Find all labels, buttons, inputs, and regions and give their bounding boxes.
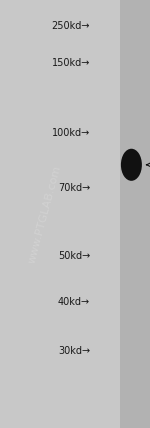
Text: 40kd→: 40kd→ [58,297,90,307]
Text: www.PTGLAB.com: www.PTGLAB.com [27,164,63,264]
Text: 70kd→: 70kd→ [58,183,90,193]
Text: 150kd→: 150kd→ [52,58,90,68]
Text: 50kd→: 50kd→ [58,251,90,261]
Ellipse shape [121,149,142,181]
Text: 30kd→: 30kd→ [58,346,90,356]
Text: 250kd→: 250kd→ [51,21,90,31]
Text: 100kd→: 100kd→ [52,128,90,138]
Bar [120,0,150,428]
